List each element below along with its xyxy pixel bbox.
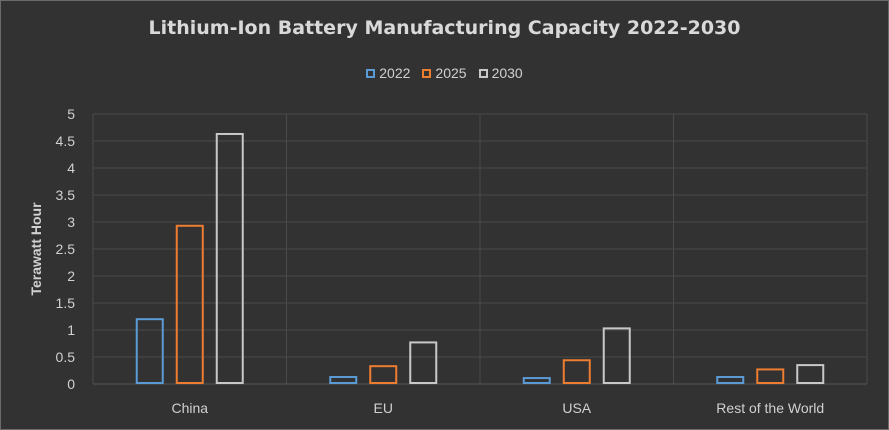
x-tick-label-2: USA <box>562 400 591 416</box>
y-tick-label-7: 3.5 <box>56 187 76 203</box>
x-tick-label-3: Rest of the World <box>716 400 824 416</box>
legend: 2022 2025 2030 <box>1 65 888 81</box>
bar-china-2030 <box>215 132 244 384</box>
chart-title: Lithium-Ion Battery Manufacturing Capaci… <box>148 17 741 39</box>
y-tick-label-6: 3 <box>67 214 75 230</box>
legend-item-2025: 2025 <box>422 65 467 81</box>
bar-usa-2022 <box>522 377 551 384</box>
bar-eu-2022 <box>329 375 358 385</box>
legend-swatch-2030 <box>478 68 488 78</box>
bar-china-2022 <box>135 318 164 385</box>
y-tick-label-3: 1.5 <box>56 295 76 311</box>
bar-usa-2025 <box>562 359 591 384</box>
y-tick-label-5: 2.5 <box>56 241 76 257</box>
legend-label-2025: 2025 <box>435 65 467 81</box>
y-tick-label-8: 4 <box>67 160 75 176</box>
bar-china-2025 <box>175 224 204 384</box>
bar-rest-of-the-world-2025 <box>756 368 785 385</box>
y-tick-label-9: 4.5 <box>56 133 76 149</box>
legend-item-2022: 2022 <box>366 65 410 81</box>
bar-usa-2030 <box>602 327 631 385</box>
legend-label-2030: 2030 <box>491 65 523 81</box>
x-tick-label-0: China <box>171 400 208 416</box>
legend-item-2030: 2030 <box>478 65 523 81</box>
bar-eu-2025 <box>369 365 398 384</box>
bar-rest-of-the-world-2022 <box>716 375 745 385</box>
y-axis-title: Terawatt Hour <box>28 202 44 296</box>
legend-swatch-2025 <box>422 68 432 78</box>
y-tick-label-4: 2 <box>67 268 75 284</box>
y-tick-label-0: 0 <box>67 376 75 392</box>
bar-eu-2030 <box>409 341 438 385</box>
bar-rest-of-the-world-2030 <box>796 364 825 385</box>
y-tick-label-10: 5 <box>67 106 75 122</box>
y-tick-label-1: 0.5 <box>56 349 76 365</box>
legend-label-2022: 2022 <box>379 65 411 81</box>
legend-swatch-2022 <box>366 68 376 78</box>
x-tick-label-1: EU <box>374 400 393 416</box>
y-tick-label-2: 1 <box>67 322 75 338</box>
